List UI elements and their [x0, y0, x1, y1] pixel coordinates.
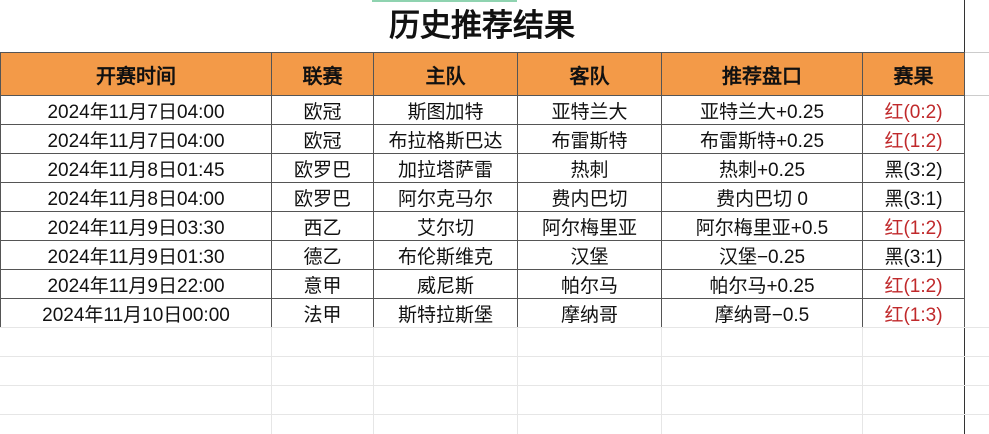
cell-league[interactable]: 法甲: [271, 298, 374, 328]
cell-away[interactable]: 布雷斯特: [517, 124, 662, 154]
gridline: [964, 95, 989, 96]
cell-league[interactable]: 西乙: [271, 211, 374, 241]
cell-away[interactable]: 热刺: [517, 153, 662, 183]
cell-pick[interactable]: 布雷斯特+0.25: [661, 124, 863, 154]
cell-time[interactable]: 2024年11月10日00:00: [0, 298, 272, 328]
table-row: 2024年11月8日04:00 欧罗巴 阿尔克马尔 费内巴切 费内巴切 0 黑(3:1): [0, 182, 965, 212]
cell-result[interactable]: 红(1:2): [862, 269, 965, 299]
table-row: 2024年11月9日01:30 德乙 布伦斯维克 汉堡 汉堡−0.25 黑(3:1): [0, 240, 965, 270]
cell-pick[interactable]: 阿尔梅里亚+0.5: [661, 211, 863, 241]
cell-result[interactable]: 黑(3:1): [862, 182, 965, 212]
gridline: [862, 327, 863, 434]
cell-league[interactable]: 意甲: [271, 269, 374, 299]
cell-away[interactable]: 阿尔梅里亚: [517, 211, 662, 241]
cell-result[interactable]: 红(0:2): [862, 95, 965, 125]
table-row: 2024年11月9日22:00 意甲 威尼斯 帕尔马 帕尔马+0.25 红(1:2): [0, 269, 965, 299]
cell-home[interactable]: 艾尔切: [373, 211, 518, 241]
cell-pick[interactable]: 亚特兰大+0.25: [661, 95, 863, 125]
cell-league[interactable]: 欧罗巴: [271, 182, 374, 212]
cell-home[interactable]: 斯图加特: [373, 95, 518, 125]
header-result[interactable]: 赛果: [862, 52, 965, 96]
cell-home[interactable]: 加拉塔萨雷: [373, 153, 518, 183]
cell-time[interactable]: 2024年11月7日04:00: [0, 95, 272, 125]
results-table: 开赛时间 联赛 主队 客队 推荐盘口 赛果 2024年11月7日04:00 欧冠斯…: [0, 52, 965, 328]
cell-time[interactable]: 2024年11月7日04:00: [0, 124, 272, 154]
cell-pick[interactable]: 汉堡−0.25: [661, 240, 863, 270]
cell-time[interactable]: 2024年11月8日01:45: [0, 153, 272, 183]
active-column-indicator: [372, 0, 517, 2]
gridline: [373, 327, 374, 434]
gridline: [517, 327, 518, 434]
table-row: 2024年11月9日03:30 西乙 艾尔切 阿尔梅里亚 阿尔梅里亚+0.5 红(1:2): [0, 211, 965, 241]
cell-home[interactable]: 威尼斯: [373, 269, 518, 299]
cell-away[interactable]: 费内巴切: [517, 182, 662, 212]
sheet-title: 历史推荐结果: [389, 8, 575, 43]
cell-time[interactable]: 2024年11月9日22:00: [0, 269, 272, 299]
cell-away[interactable]: 摩纳哥: [517, 298, 662, 328]
cell-time[interactable]: 2024年11月9日03:30: [0, 211, 272, 241]
column-border: [964, 0, 965, 434]
header-row: 开赛时间 联赛 主队 客队 推荐盘口 赛果: [0, 52, 965, 96]
cell-league[interactable]: 欧罗巴: [271, 153, 374, 183]
cell-time[interactable]: 2024年11月8日04:00: [0, 182, 272, 212]
header-home[interactable]: 主队: [373, 52, 518, 96]
cell-pick[interactable]: 帕尔马+0.25: [661, 269, 863, 299]
cell-pick[interactable]: 费内巴切 0: [661, 182, 863, 212]
cell-result[interactable]: 红(1:2): [862, 124, 965, 154]
cell-away[interactable]: 帕尔马: [517, 269, 662, 299]
cell-pick[interactable]: 热刺+0.25: [661, 153, 863, 183]
cell-result[interactable]: 红(1:3): [862, 298, 965, 328]
cell-league[interactable]: 欧冠: [271, 124, 374, 154]
cell-league[interactable]: 德乙: [271, 240, 374, 270]
header-away[interactable]: 客队: [517, 52, 662, 96]
gridline: [271, 327, 272, 434]
cell-home[interactable]: 布拉格斯巴达: [373, 124, 518, 154]
cell-away[interactable]: 亚特兰大: [517, 95, 662, 125]
table-row: 2024年11月7日04:00 欧冠 斯图加特 亚特兰大 亚特兰大+0.25 红(0:2): [0, 95, 965, 125]
header-time[interactable]: 开赛时间: [0, 52, 272, 96]
cell-home[interactable]: 斯特拉斯堡: [373, 298, 518, 328]
cell-home[interactable]: 阿尔克马尔: [373, 182, 518, 212]
cell-home[interactable]: 布伦斯维克: [373, 240, 518, 270]
cell-result[interactable]: 黑(3:1): [862, 240, 965, 270]
cell-away[interactable]: 汉堡: [517, 240, 662, 270]
table-row: 2024年11月7日04:00 欧冠 布拉格斯巴达 布雷斯特 布雷斯特+0.25 红(1:…: [0, 124, 965, 154]
header-pick[interactable]: 推荐盘口: [661, 52, 863, 96]
gridline: [964, 52, 989, 53]
header-league[interactable]: 联赛: [271, 52, 374, 96]
empty-grid: [0, 327, 989, 434]
cell-time[interactable]: 2024年11月9日01:30: [0, 240, 272, 270]
cell-result[interactable]: 黑(3:2): [862, 153, 965, 183]
cell-league[interactable]: 欧冠: [271, 95, 374, 125]
cell-result[interactable]: 红(1:2): [862, 211, 965, 241]
gridline: [661, 327, 662, 434]
cell-pick[interactable]: 摩纳哥−0.5: [661, 298, 863, 328]
table-row: 2024年11月10日00:00 法甲 斯特拉斯堡 摩纳哥 摩纳哥−0.5 红(1:3): [0, 298, 965, 328]
table-row: 2024年11月8日01:45 欧罗巴 加拉塔萨雷 热刺 热刺+0.25 黑(3:2): [0, 153, 965, 183]
